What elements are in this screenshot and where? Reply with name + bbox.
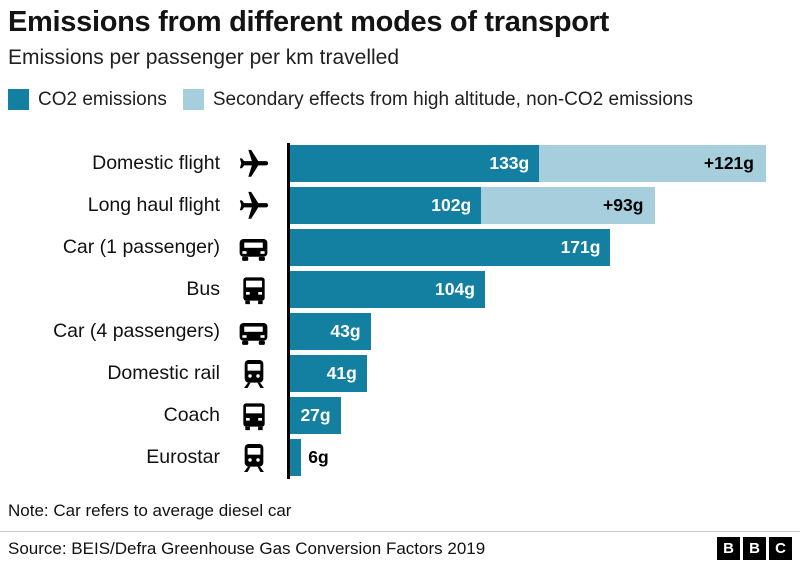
category-label: Domestic rail: [107, 362, 220, 385]
bar-co2-segment: 41g: [290, 355, 367, 393]
bbc-logo-block: B: [743, 537, 766, 560]
chart-row: Bus 104g: [8, 269, 792, 311]
chart-row: Domestic flight 133g +121g: [8, 143, 792, 185]
bbc-logo: B B C: [717, 537, 792, 560]
legend-swatch-secondary: [182, 89, 204, 111]
bar-track: 41g: [287, 355, 792, 393]
category-label: Long haul flight: [87, 194, 220, 217]
bbc-logo-block: B: [717, 537, 740, 560]
bus-icon: [220, 400, 287, 432]
legend: CO2 emissions Secondary effects from hig…: [0, 89, 800, 111]
bus-icon: [220, 274, 287, 306]
legend-swatch-co2: [8, 89, 29, 111]
category-label: Coach: [163, 404, 220, 427]
train-icon: [220, 442, 287, 474]
bar-value-label: 41g: [326, 363, 357, 384]
train-icon: [220, 358, 287, 390]
bar-co2-segment: 104g: [290, 271, 485, 309]
page-title: Emissions from different modes of transp…: [8, 6, 610, 38]
bar-value-label: 102g: [431, 195, 472, 216]
bar-track: 43g: [287, 313, 792, 351]
car-icon: [220, 316, 287, 347]
chart-row: Long haul flight 102g +93g: [8, 185, 792, 227]
legend-label-secondary: Secondary effects from high altitude, no…: [212, 88, 693, 110]
bar-co2-segment: 27g: [290, 397, 341, 435]
bar-track: 27g: [287, 397, 792, 435]
bar-co2-segment: [290, 439, 302, 477]
chart-row: Domestic rail 41g: [8, 353, 792, 395]
airplane-icon: [220, 147, 287, 181]
bar-value-label: 27g: [300, 405, 331, 426]
chart-rows: Domestic flight 133g +121g Long haul flight…: [8, 143, 792, 479]
category-label: Domestic flight: [92, 152, 220, 175]
bar-secondary-segment: +93g: [481, 187, 656, 225]
category-label: Bus: [186, 278, 220, 301]
bar-secondary-value-label: +93g: [603, 195, 644, 216]
source-text: Source: BEIS/Defra Greenhouse Gas Conver…: [8, 538, 486, 558]
source-row: Source: BEIS/Defra Greenhouse Gas Conver…: [0, 531, 800, 560]
bar-value-label: 6g: [308, 447, 329, 468]
bbc-logo-block: C: [769, 537, 792, 560]
bar-co2-segment: 102g: [290, 187, 482, 225]
legend-item-secondary: Secondary effects from high altitude, no…: [182, 88, 693, 111]
bar-track: 133g +121g: [287, 145, 792, 183]
chart-row: Car (1 passenger) 171g: [8, 227, 792, 269]
category-label: Eurostar: [146, 446, 220, 469]
bar-track: 104g: [287, 271, 792, 309]
bar-co2-segment: 43g: [290, 313, 371, 351]
category-label: Car (4 passengers): [53, 320, 220, 343]
chart-row: Coach 27g: [8, 395, 792, 437]
legend-label-co2: CO2 emissions: [38, 88, 167, 110]
category-label: Car (1 passenger): [62, 236, 220, 259]
bar-chart: Domestic flight 133g +121g Long haul flight…: [8, 142, 792, 479]
bar-secondary-segment: +121g: [539, 145, 766, 183]
car-icon: [220, 232, 287, 263]
bar-track: 102g +93g: [287, 187, 792, 225]
bar-co2-segment: 133g: [290, 145, 540, 183]
bar-value-label: 104g: [435, 279, 475, 300]
bar-track: 171g: [287, 229, 792, 267]
airplane-icon: [220, 189, 287, 223]
legend-item-co2: CO2 emissions: [8, 89, 167, 111]
chart-note: Note: Car refers to average diesel car: [8, 500, 292, 520]
bar-value-label: 133g: [489, 153, 530, 174]
y-axis-line: [287, 142, 290, 479]
bar-value-label: 171g: [560, 237, 601, 258]
header: Emissions from different modes of transp…: [0, 0, 800, 71]
bar-secondary-value-label: +121g: [703, 153, 754, 174]
bar-co2-segment: 171g: [290, 229, 611, 267]
bar-value-label: 43g: [330, 321, 361, 342]
chart-row: Eurostar 6g: [8, 437, 792, 479]
chart-row: Car (4 passengers) 43g: [8, 311, 792, 353]
page-subtitle: Emissions per passenger per km travelled: [8, 46, 400, 70]
bar-track: 6g: [287, 439, 792, 477]
